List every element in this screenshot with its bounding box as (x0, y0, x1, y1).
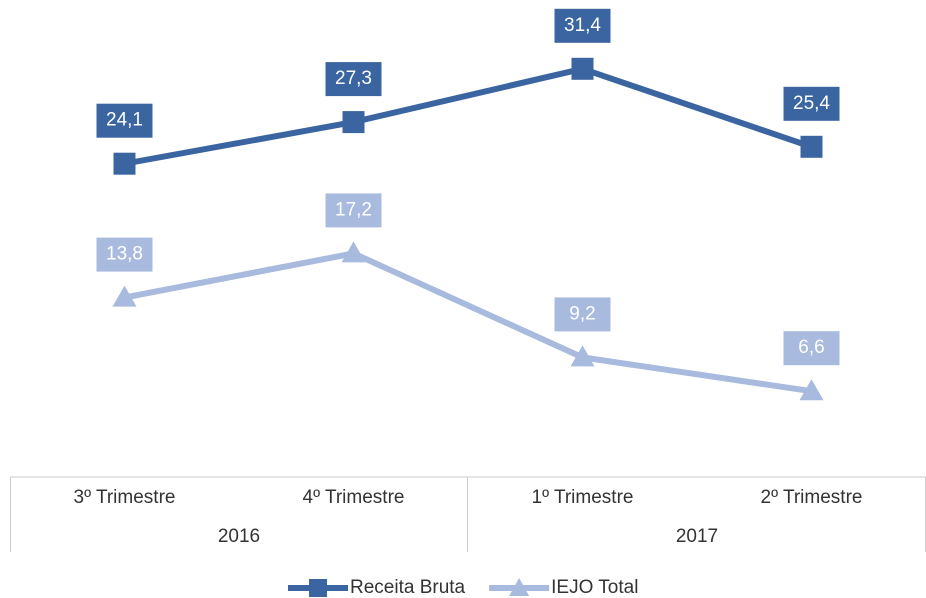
marker (113, 152, 136, 175)
marker (571, 57, 594, 80)
value-label: 25,4 (793, 93, 830, 114)
marker (342, 111, 365, 134)
line (123, 250, 812, 395)
value-label: 9,2 (569, 303, 595, 324)
label-box (783, 331, 840, 366)
line (123, 65, 813, 167)
marker (112, 285, 137, 307)
marker (570, 345, 595, 367)
label-box (96, 237, 153, 272)
x-tick-label: 1º Trimestre (532, 487, 634, 508)
legend-marker (509, 578, 530, 596)
legend-marker (309, 579, 327, 597)
value-label: 6,6 (798, 337, 824, 358)
label-box (783, 86, 840, 121)
value-label: 27,3 (335, 68, 372, 89)
group-label: 2016 (218, 526, 260, 547)
label-box (96, 103, 153, 138)
x-tick-label: 4º Trimestre (303, 487, 405, 508)
value-label: 24,1 (106, 110, 143, 131)
value-label: 31,4 (564, 15, 601, 36)
value-label: 13,8 (106, 244, 143, 265)
marker (800, 135, 823, 158)
x-tick-label: 3º Trimestre (74, 487, 176, 508)
marker (341, 241, 366, 263)
value-label: 17,2 (335, 199, 372, 220)
group-label: 2017 (676, 526, 718, 547)
label-box (325, 62, 382, 97)
label-box (325, 193, 382, 228)
marker (799, 379, 824, 401)
legend-label: Receita Bruta (350, 577, 466, 598)
legend-label: IEJO Total (551, 577, 638, 598)
label-box (554, 8, 611, 43)
label-box (554, 297, 611, 332)
x-tick-label: 2º Trimestre (761, 487, 863, 508)
